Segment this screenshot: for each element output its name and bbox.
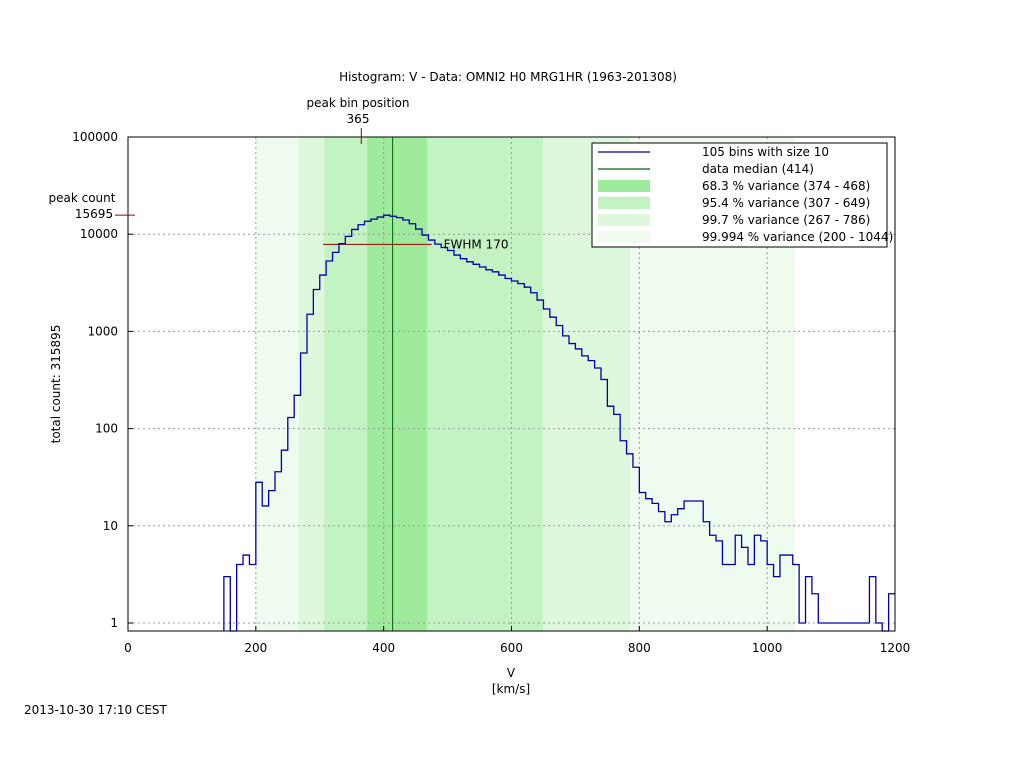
x-axis-label: V bbox=[507, 666, 516, 680]
peak-count-label: peak count bbox=[49, 191, 116, 205]
legend: 105 bins with size 10 data median (414) 68… bbox=[591, 142, 893, 248]
legend-swatch-4 bbox=[598, 214, 650, 226]
peak-count-value: 15695 bbox=[75, 207, 113, 221]
footer-timestamp: 2013-10-30 17:10 CEST bbox=[24, 703, 167, 717]
x-axis: 0 200 400 600 800 1000 1200 bbox=[124, 626, 910, 655]
peak-bin-label: peak bin position bbox=[306, 96, 409, 110]
legend-label-3: 95.4 % variance (307 - 649) bbox=[702, 196, 870, 210]
legend-label-1: data median (414) bbox=[702, 162, 814, 176]
legend-label-5: 99.994 % variance (200 - 1044) bbox=[702, 230, 893, 244]
peak-count-annotation: peak count 15695 bbox=[49, 191, 135, 221]
peak-bin-value: 365 bbox=[347, 112, 370, 126]
legend-swatch-3 bbox=[598, 197, 650, 209]
y-tick-label-100: 100 bbox=[95, 422, 118, 436]
legend-label-0: 105 bins with size 10 bbox=[702, 145, 829, 159]
x-tick-label-800: 800 bbox=[628, 641, 651, 655]
x-tick-label-1000: 1000 bbox=[752, 641, 783, 655]
fwhm-marker: FWHM 170 bbox=[322, 237, 509, 251]
x-tick-label-0: 0 bbox=[124, 641, 132, 655]
legend-swatch-5 bbox=[598, 231, 650, 243]
variance-band-3 bbox=[367, 137, 428, 631]
y-tick-label-10: 10 bbox=[103, 519, 118, 533]
peak-bin-annotation: peak bin position 365 bbox=[306, 96, 410, 144]
legend-box bbox=[591, 142, 888, 248]
x-tick-label-200: 200 bbox=[244, 641, 267, 655]
fwhm-label: FWHM 170 bbox=[444, 237, 509, 251]
x-tick-label-1200: 1200 bbox=[880, 641, 911, 655]
chart-title: Histogram: V - Data: OMNI2 H0 MRG1HR (19… bbox=[339, 70, 677, 84]
y-tick-label-100000: 100000 bbox=[72, 130, 118, 144]
histogram-step-line bbox=[223, 214, 895, 632]
y-axis-label: total count: 315895 bbox=[49, 325, 63, 444]
legend-label-2: 68.3 % variance (374 - 468) bbox=[702, 179, 870, 193]
y-tick-label-1000: 1000 bbox=[87, 324, 118, 338]
y-tick-label-1: 1 bbox=[110, 616, 118, 630]
legend-label-4: 99.7 % variance (267 - 786) bbox=[702, 213, 870, 227]
x-tick-label-400: 400 bbox=[372, 641, 395, 655]
variance-band-2 bbox=[324, 137, 543, 631]
histogram-series bbox=[223, 214, 895, 632]
x-axis-unit: [km/s] bbox=[492, 682, 530, 696]
y-tick-label-10000: 10000 bbox=[80, 227, 118, 241]
y-axis: 1 10 100 1000 10000 100000 bbox=[72, 130, 133, 630]
x-tick-label-600: 600 bbox=[500, 641, 523, 655]
legend-swatch-2 bbox=[598, 180, 650, 192]
